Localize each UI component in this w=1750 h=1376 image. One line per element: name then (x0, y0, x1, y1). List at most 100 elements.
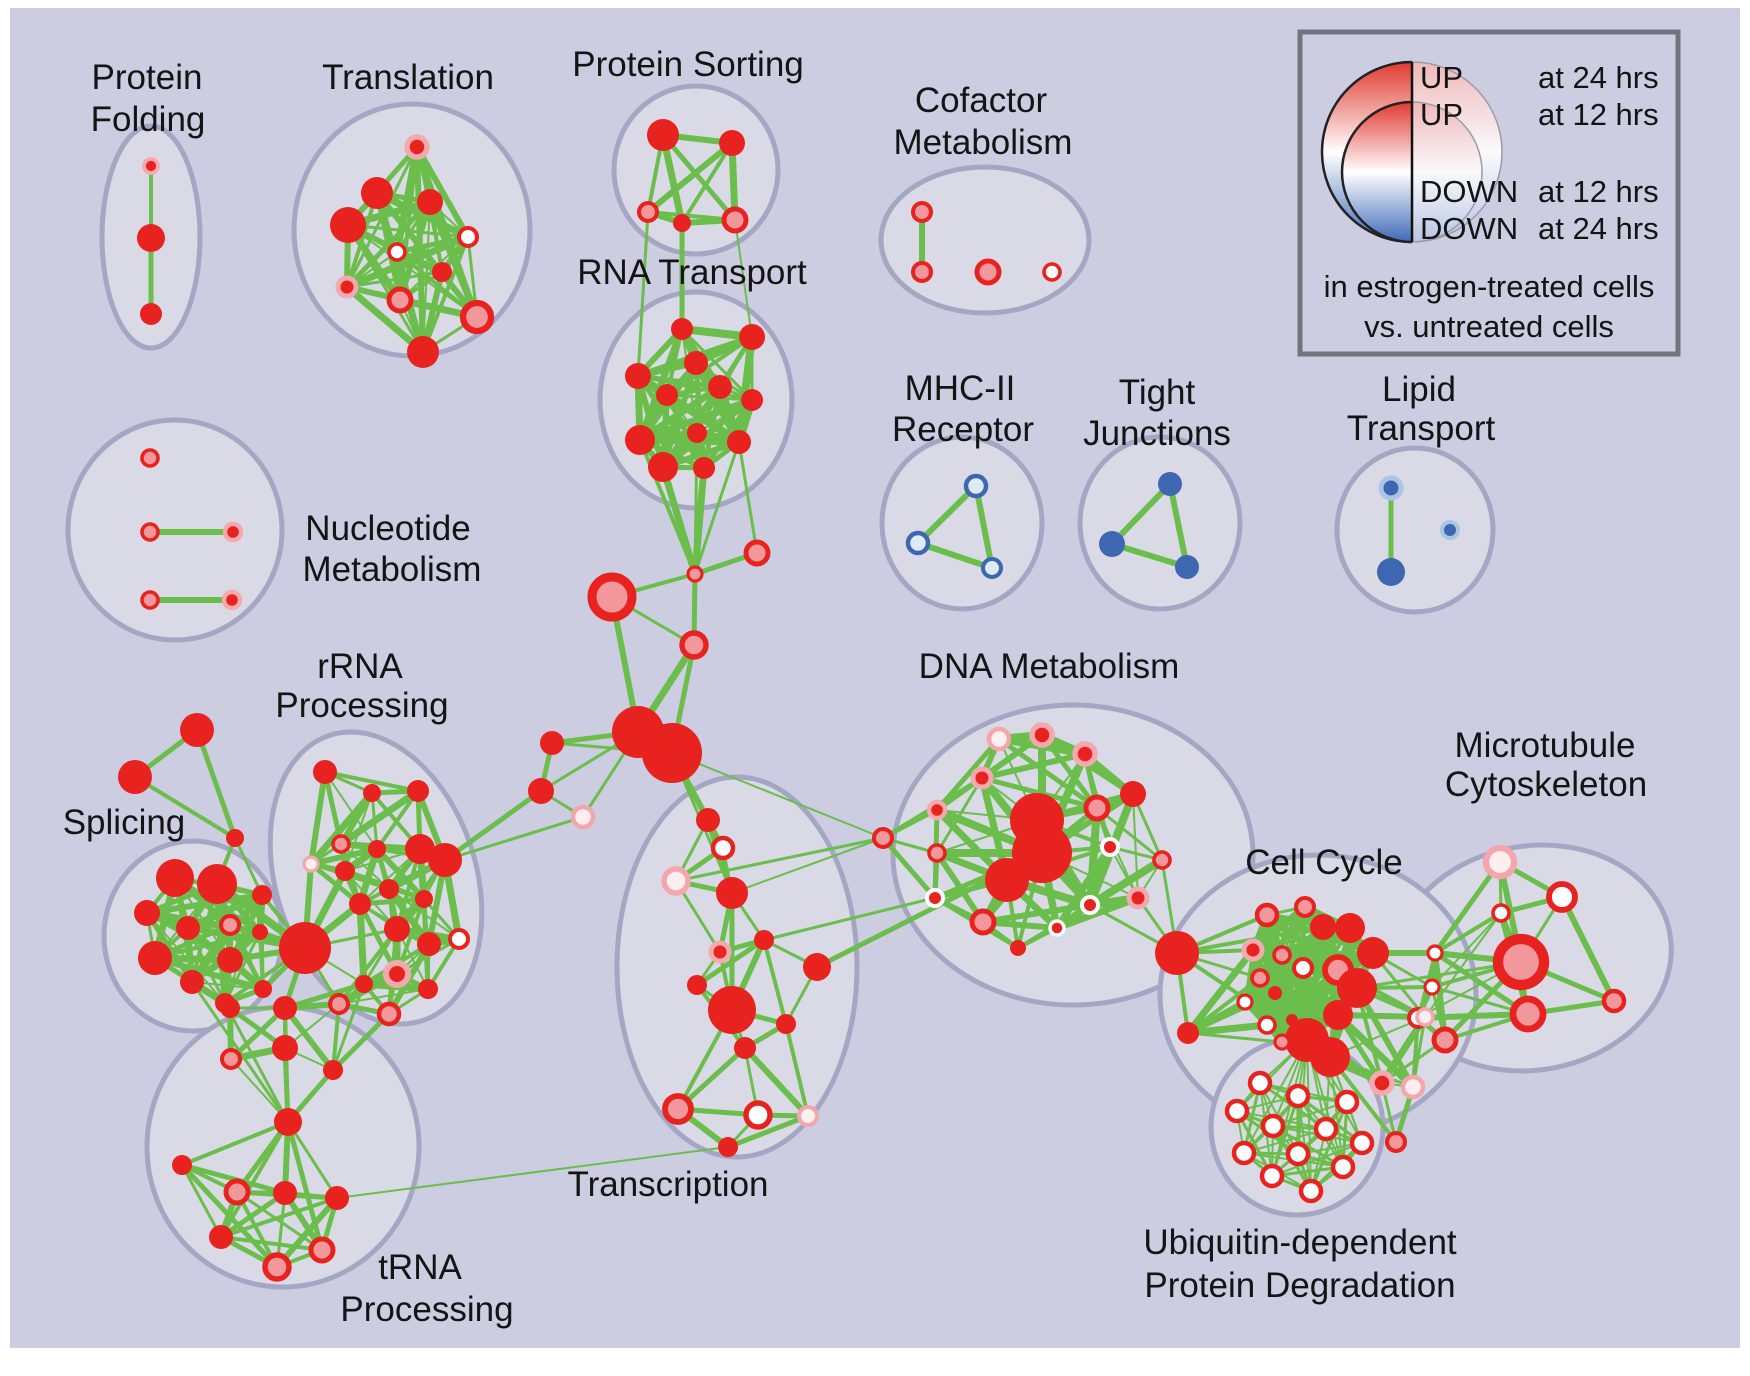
network-node-proteinSorting (721, 206, 749, 234)
network-node-transcription (687, 975, 707, 995)
cluster-label-lipid: Lipid (1382, 370, 1456, 409)
network-node-translation (432, 262, 452, 282)
network-edge (1109, 541, 1190, 570)
network-node-rrna (331, 834, 351, 854)
legend: UP at 24 hrs UP at 12 hrs DOWN at 12 hrs DOWN a… (1297, 29, 1681, 357)
network-edge (184, 891, 266, 932)
network-node-splicing (252, 885, 272, 905)
network-node-tight (1099, 531, 1125, 557)
network-edge (346, 223, 470, 239)
network-edge (235, 1190, 324, 1252)
network-edge (636, 374, 754, 402)
network-node-transcription (796, 1104, 820, 1128)
network-node-cofactor (1042, 262, 1062, 282)
network-edge (285, 1119, 325, 1253)
network-node-rrna (327, 992, 351, 1016)
network-node-rrna (384, 916, 410, 942)
network-node-ubiq (1260, 1113, 1286, 1139)
network-node-cellcycle (1273, 1033, 1291, 1051)
network-edge (223, 930, 262, 1005)
network-node-cellcycle (1268, 986, 1282, 1000)
cluster-label-dna: DNA Metabolism (919, 647, 1180, 686)
network-node-rrna (219, 1047, 243, 1071)
network-node-micro (1482, 844, 1518, 880)
network-edge (674, 836, 885, 883)
network-node-splicing (156, 859, 194, 897)
legend-time-label: at 12 hrs (1538, 174, 1659, 209)
network-node-mhc (980, 556, 1004, 580)
network-edge (1109, 481, 1173, 547)
cluster-ellipse-lipid (1334, 445, 1496, 615)
network-node-transcription (743, 1100, 773, 1130)
network-edge (762, 938, 788, 1026)
network-node-rna (684, 351, 708, 375)
network-edge (1167, 481, 1190, 570)
network-edge (645, 140, 735, 215)
network-edge (1184, 946, 1257, 1037)
network-node-transcription (696, 808, 720, 832)
network-node-ubiq (1313, 1116, 1339, 1142)
network-node-splicing (176, 916, 200, 940)
network-node-rrna (279, 922, 331, 974)
network-node-proteinSorting (719, 130, 745, 156)
network-node-trna (308, 1236, 336, 1264)
network-node-rna (648, 452, 678, 482)
network-edge (324, 771, 378, 850)
network-node-cellcycle (1236, 993, 1254, 1011)
network-node-trna (209, 1225, 233, 1249)
network-node-micro (1431, 1026, 1459, 1054)
network-node-trna (262, 1252, 292, 1282)
network-node-trna (274, 1108, 302, 1136)
network-node-rrna (368, 840, 386, 858)
network-node-micro (1491, 903, 1511, 923)
network-edge (308, 769, 328, 867)
network-node-rna (739, 324, 765, 350)
network-edge (323, 770, 420, 793)
network-node-translation (387, 242, 407, 262)
network-node-transcription (708, 986, 756, 1034)
network-node-dna (927, 843, 947, 863)
network-node-dna (1080, 895, 1100, 915)
network-edge (331, 1002, 341, 1072)
cluster-ellipse-tight (1077, 434, 1243, 612)
network-edge (414, 144, 471, 240)
network-node-ubiq (1224, 1098, 1250, 1124)
network-node-rrna (220, 998, 240, 1018)
network-node-cellcycle (1369, 1070, 1395, 1096)
network-edge (660, 132, 738, 223)
network-node-splicing (252, 924, 268, 940)
network-node-trna (273, 1181, 297, 1205)
network-node-cellcycle (1291, 956, 1315, 980)
network-edge (636, 436, 743, 446)
network-node-proteinSorting (636, 200, 660, 224)
network-node-rna (671, 318, 693, 340)
cluster-label-trna: tRNA (378, 1248, 462, 1287)
network-node-nucleotide (140, 448, 160, 468)
cluster-label-mhc: Receptor (892, 410, 1034, 449)
network-node-chain (587, 572, 637, 622)
cluster-label-micro: Cytoskeleton (1445, 765, 1647, 804)
network-node-cellcycle (1250, 968, 1270, 988)
network-edge (1334, 1011, 1417, 1091)
network-node-translation (459, 299, 495, 335)
network-edge (979, 775, 1100, 811)
network-edge (308, 846, 380, 867)
network-edge (274, 1195, 340, 1270)
network-edge (1086, 804, 1101, 909)
network-edge (784, 1022, 810, 1118)
network-node-rrna (272, 1035, 298, 1061)
cluster-label-mhc: MHC-II (905, 369, 1016, 408)
network-edge (330, 1011, 392, 1073)
network-edge (725, 1113, 811, 1150)
network-node-nucleotide (140, 522, 160, 542)
network-node-rrna (382, 959, 412, 989)
network-node-rrna (428, 843, 462, 877)
network-node-cellcycle (1177, 1022, 1199, 1044)
network-node-transcription (734, 1037, 756, 1059)
network-node-rrna (447, 927, 471, 951)
cluster-label-rrna: rRNA (317, 647, 403, 686)
network-node-transcription (803, 953, 831, 981)
network-node-ubiq (1247, 1070, 1273, 1096)
network-node-dna (970, 766, 994, 790)
network-node-transcription (776, 1014, 796, 1034)
